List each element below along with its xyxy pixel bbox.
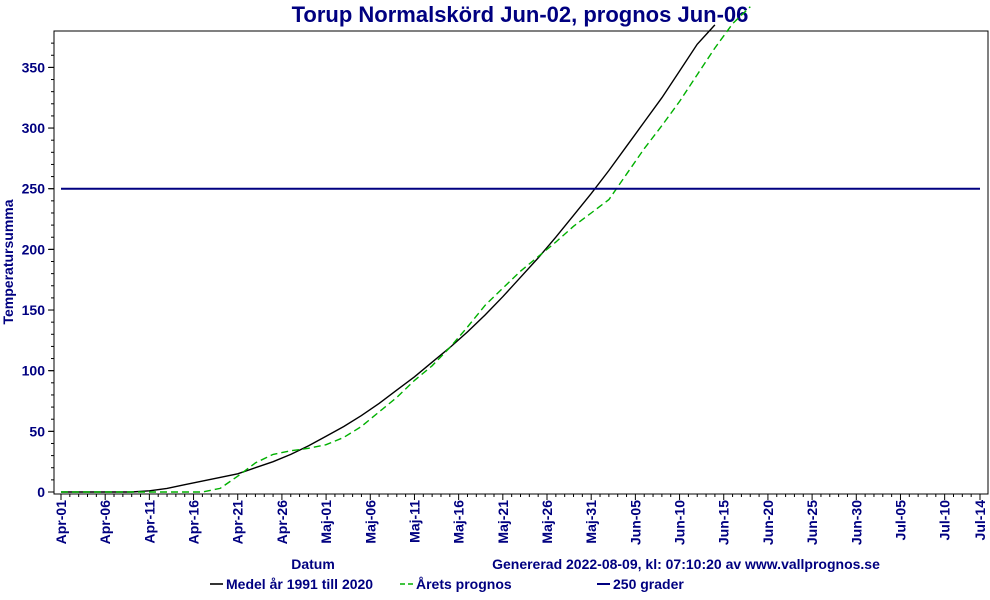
- x-tick-label: Maj-06: [362, 500, 378, 544]
- x-tick-label: Apr-11: [141, 500, 157, 544]
- series-prognos-line: [61, 6, 751, 493]
- x-tick-label: Jul-14: [972, 500, 988, 541]
- y-tick-label: 150: [22, 302, 46, 318]
- y-tick-label: 300: [22, 120, 46, 136]
- x-tick-label: Apr-21: [230, 500, 246, 545]
- legend-label: Årets prognos: [416, 576, 512, 592]
- x-tick-label: Jun-20: [760, 500, 776, 545]
- y-tick-label: 350: [22, 59, 46, 75]
- generated-footer: Genererad 2022-08-09, kl: 07:10:20 av ww…: [492, 556, 880, 572]
- y-tick-label: 250: [22, 181, 46, 197]
- x-tick-label: Jun-30: [848, 500, 864, 545]
- y-axis-label: Temperatursumma: [0, 199, 16, 324]
- x-tick-label: Maj-16: [451, 500, 467, 544]
- x-tick-label: Maj-31: [583, 500, 599, 544]
- x-tick-label: Jun-10: [672, 500, 688, 545]
- y-tick-label: 100: [22, 363, 46, 379]
- y-tick-label: 0: [37, 484, 45, 500]
- series-medel-line: [61, 24, 716, 493]
- x-tick-label: Maj-21: [495, 500, 511, 544]
- x-tick-label: Apr-16: [186, 500, 202, 545]
- y-axis: 0 50 100 150 200 250 300 350: [22, 42, 54, 500]
- x-tick-label: Jul-10: [937, 500, 953, 541]
- legend-label: 250 grader: [613, 576, 684, 592]
- plot-frame: [53, 30, 989, 495]
- x-tick-label: Maj-26: [539, 500, 555, 544]
- y-tick-label: 50: [29, 423, 45, 439]
- x-axis: Apr-01 Apr-06 Apr-11 Apr-16 Apr-21 Apr-26 Maj-…: [53, 494, 988, 545]
- x-tick-label: Maj-11: [406, 500, 422, 543]
- x-tick-label: Jun-05: [627, 500, 643, 545]
- x-tick-label: Jun-25: [804, 500, 820, 545]
- x-axis-label: Datum: [291, 556, 335, 572]
- x-tick-label: Apr-26: [274, 500, 290, 545]
- legend-label: Medel år 1991 till 2020: [226, 576, 373, 592]
- legend: Medel år 1991 till 2020 Årets prognos 250 …: [210, 576, 684, 592]
- x-tick-label: Maj-01: [318, 500, 334, 544]
- series-layer: [61, 6, 980, 493]
- x-tick-label: Apr-06: [97, 500, 113, 545]
- chart-title: Torup Normalskörd Jun-02, prognos Jun-06: [292, 2, 749, 27]
- x-tick-label: Jun-15: [716, 500, 732, 545]
- x-tick-label: Jul-05: [892, 500, 908, 541]
- x-tick-label: Apr-01: [53, 500, 69, 545]
- y-tick-label: 200: [22, 241, 46, 257]
